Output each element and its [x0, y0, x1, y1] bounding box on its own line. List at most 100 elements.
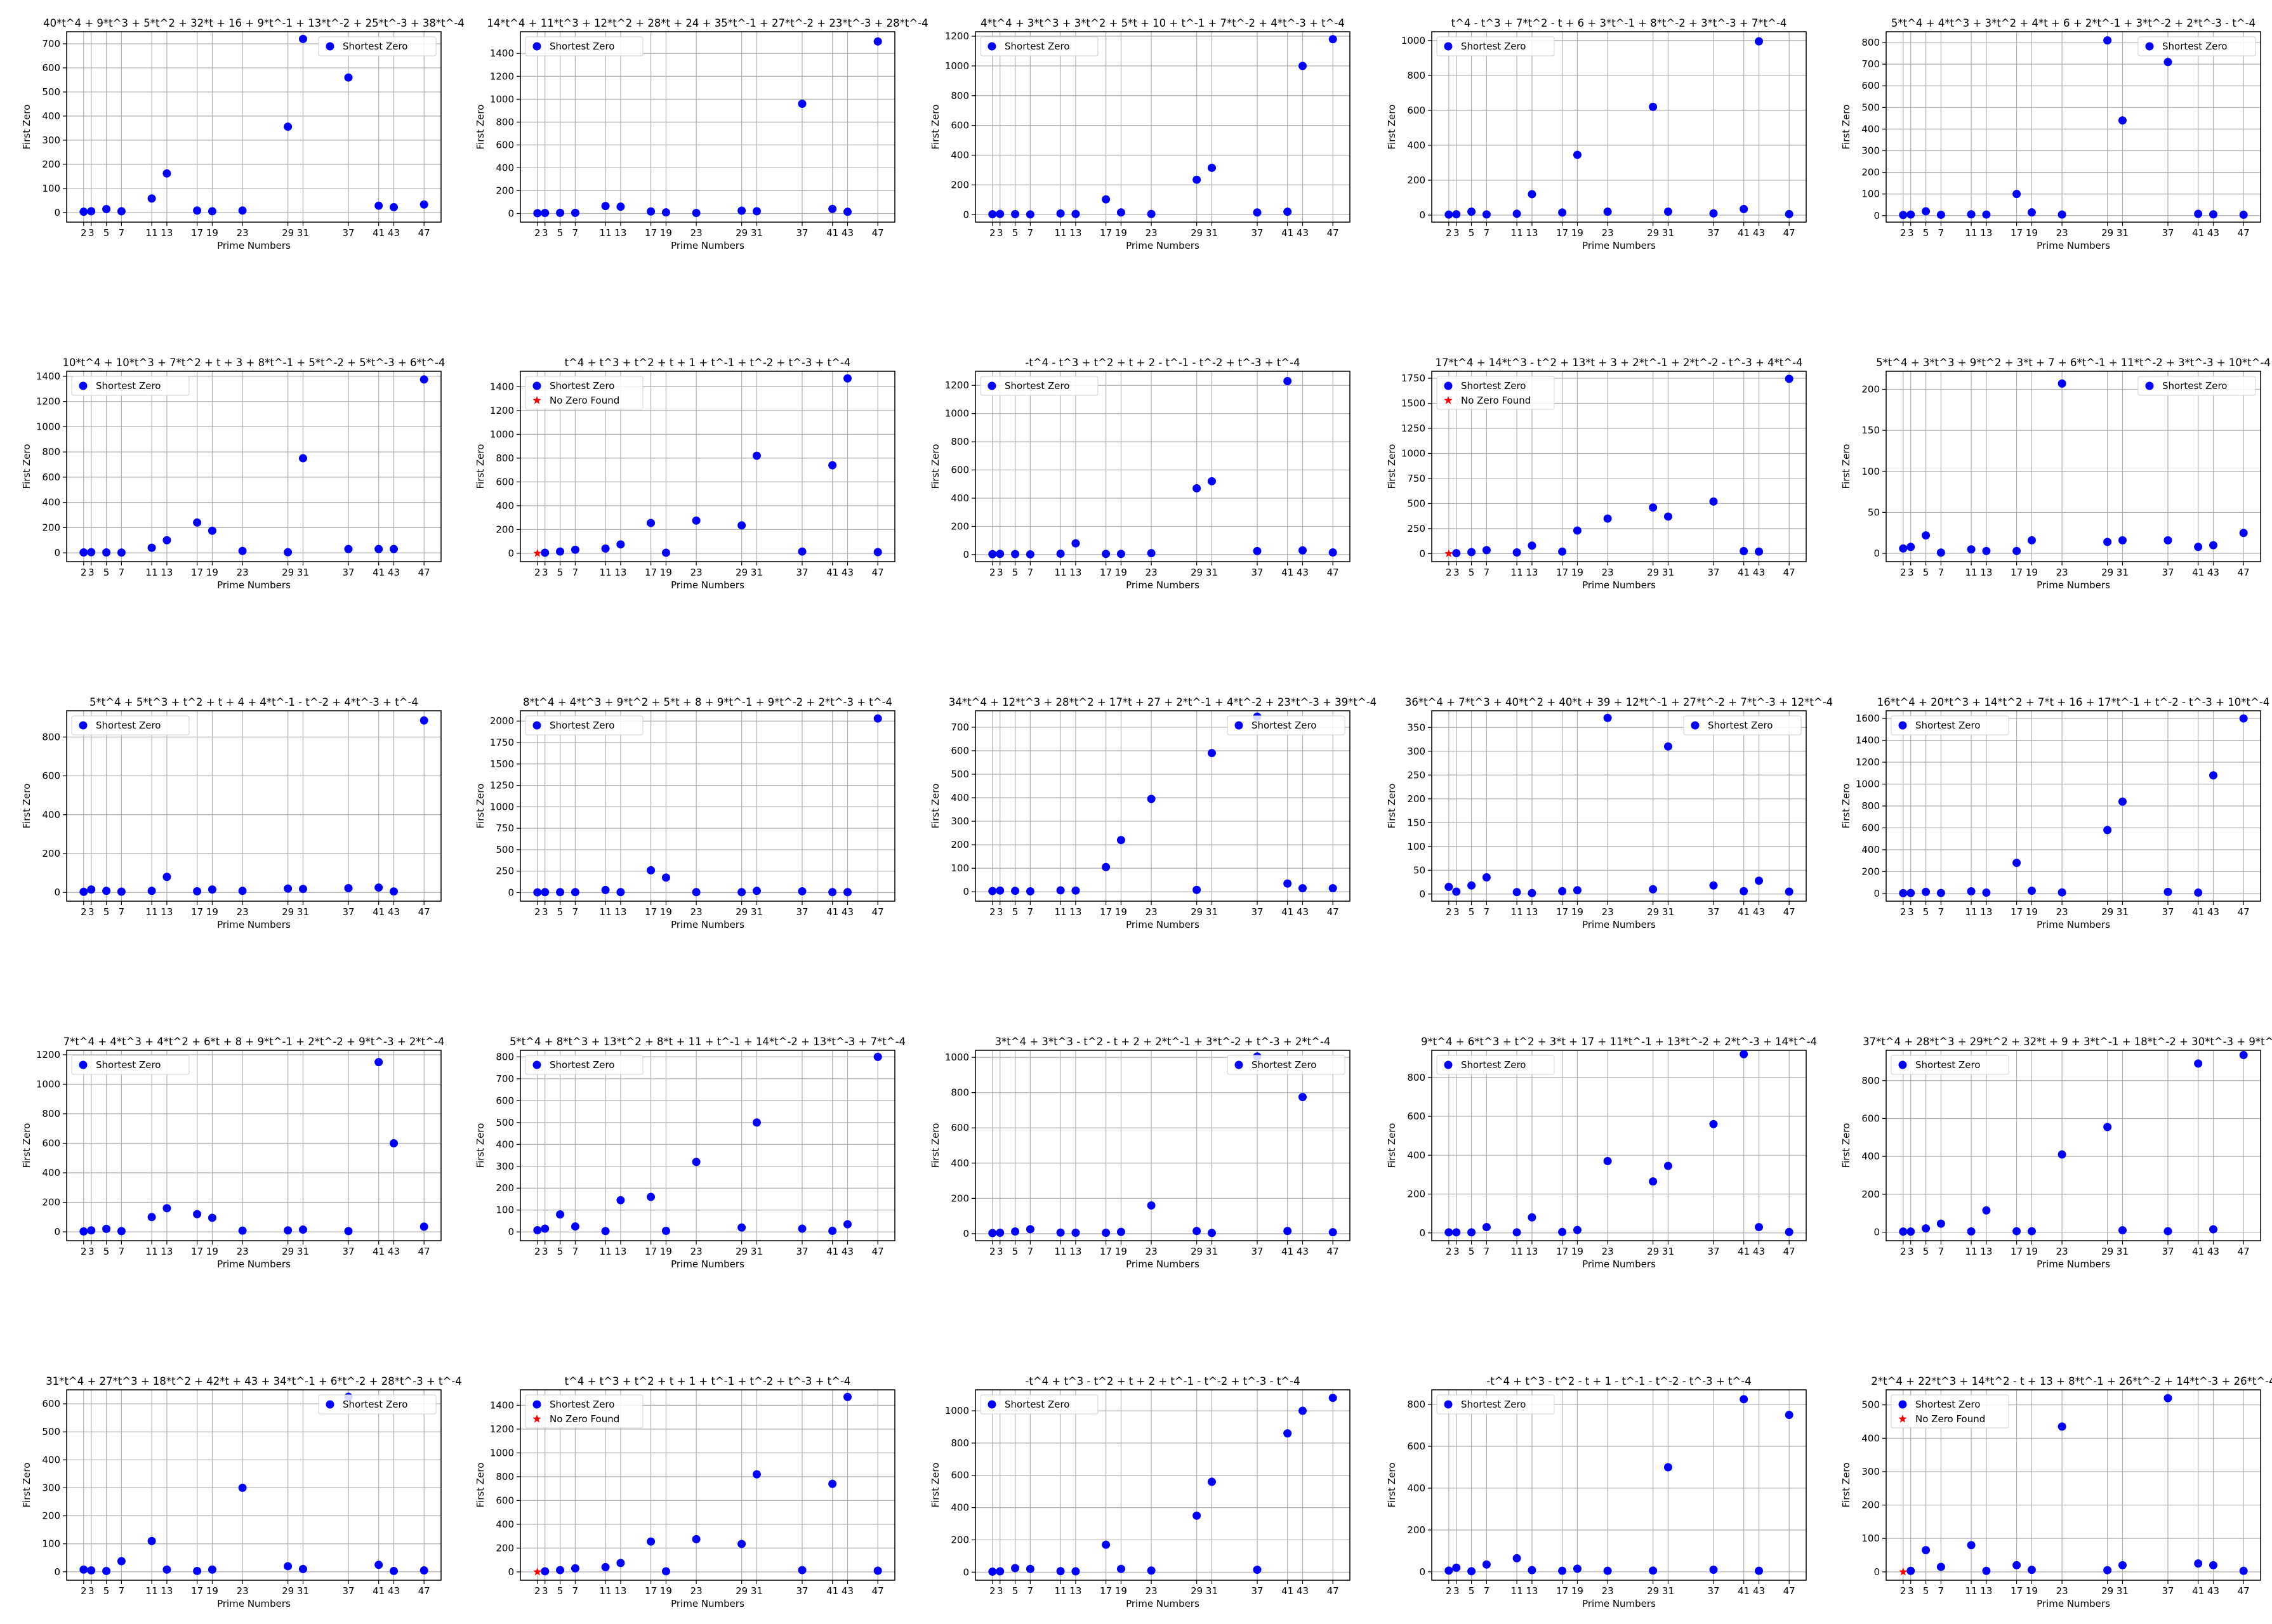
data-point [1558, 887, 1567, 895]
y-axis-label: First Zero [930, 784, 941, 829]
x-tick-label: 37 [342, 567, 354, 578]
data-point [616, 1196, 625, 1205]
data-point [298, 1564, 307, 1573]
data-point [344, 545, 353, 553]
y-tick-label: 0 [54, 887, 60, 898]
plot-frame [1886, 1050, 2261, 1241]
x-tick-label: 29 [1647, 227, 1659, 239]
x-tick-label: 29 [1647, 1585, 1659, 1597]
data-point [147, 194, 156, 203]
data-point [616, 888, 625, 897]
legend-label-found: Shortest Zero [1005, 1399, 1069, 1410]
data-point [2118, 797, 2127, 806]
data-point [298, 885, 307, 894]
y-tick-label: 200 [1407, 1524, 1425, 1536]
x-tick-label: 43 [1297, 906, 1309, 918]
data-point [2057, 379, 2066, 388]
x-tick-label: 19 [1571, 1246, 1583, 1257]
x-tick-label: 2 [989, 906, 996, 918]
x-tick-label: 19 [660, 906, 672, 918]
y-tick-label: 1000 [490, 93, 514, 105]
legend-marker-found [79, 721, 88, 730]
data-point [1444, 1566, 1453, 1575]
plot-frame [975, 371, 1351, 562]
data-point [79, 1227, 88, 1236]
x-tick-label: 2 [1900, 1246, 1906, 1257]
x-tick-label: 11 [1055, 227, 1067, 239]
y-tick-label: 300 [496, 1161, 514, 1172]
y-tick-label: 400 [951, 1158, 969, 1169]
x-tick-label: 2 [1900, 227, 1906, 239]
data-point [2163, 58, 2172, 67]
y-tick-label: 700 [1861, 58, 1880, 70]
data-point [298, 454, 307, 463]
y-tick-label: 0 [54, 1566, 60, 1578]
y-tick-label: 500 [1861, 1399, 1880, 1411]
y-tick-label: 0 [963, 1228, 969, 1239]
plot-frame [1431, 1389, 1807, 1581]
y-axis-label: First Zero [1386, 105, 1397, 150]
x-tick-label: 47 [1327, 1246, 1339, 1257]
data-point [647, 866, 656, 875]
x-tick-label: 7 [1484, 1585, 1490, 1597]
y-tick-label: 1400 [490, 48, 514, 59]
legend-marker-missing [532, 1415, 541, 1423]
data-point [661, 1567, 670, 1576]
x-axis-label: Prime Numbers [671, 919, 744, 930]
data-point [147, 1536, 156, 1545]
plot-frame [66, 371, 442, 562]
x-tick-label: 3 [1908, 567, 1914, 578]
data-point [79, 548, 88, 557]
y-axis-label: First Zero [930, 1463, 941, 1508]
y-tick-label: 1000 [945, 408, 969, 419]
x-tick-label: 11 [1965, 906, 1978, 918]
y-tick-label: 0 [54, 547, 60, 558]
legend-marker-found [1898, 721, 1907, 730]
data-point [1283, 879, 1292, 888]
legend-label-found: Shortest Zero [550, 41, 614, 52]
x-tick-label: 3 [1908, 1585, 1914, 1597]
y-tick-label: 800 [951, 1437, 969, 1449]
y-tick-label: 50 [1868, 506, 1880, 518]
plot-frame [975, 710, 1351, 902]
x-tick-label: 3 [997, 227, 1003, 239]
data-point [162, 1204, 171, 1213]
x-tick-label: 13 [1069, 906, 1081, 918]
legend-label-found: Shortest Zero [550, 1059, 614, 1071]
x-tick-label: 41 [1738, 1585, 1750, 1597]
y-tick-label: 600 [1407, 1441, 1425, 1452]
y-tick-label: 100 [1407, 841, 1425, 852]
y-tick-label: 0 [1419, 209, 1425, 221]
data-point [2163, 536, 2172, 545]
x-tick-label: 31 [2117, 567, 2129, 578]
x-tick-label: 29 [736, 227, 748, 239]
x-tick-label: 23 [1602, 1585, 1614, 1597]
data-point [752, 451, 761, 460]
x-tick-label: 41 [1281, 1246, 1293, 1257]
x-tick-label: 31 [1206, 906, 1218, 918]
legend-label-found: Shortest Zero [550, 1399, 614, 1410]
x-tick-label: 11 [600, 567, 612, 578]
y-axis-label: First Zero [1386, 784, 1397, 829]
data-point [1922, 531, 1931, 540]
data-point [2118, 116, 2127, 125]
data-point [873, 1566, 882, 1575]
y-tick-label: 300 [951, 815, 969, 827]
x-tick-label: 13 [1980, 1585, 1992, 1597]
x-tick-label: 13 [1069, 567, 1081, 578]
data-point [571, 545, 579, 554]
plot-frame [520, 31, 895, 223]
x-tick-label: 7 [1484, 906, 1490, 918]
x-axis-label: Prime Numbers [1582, 1598, 1656, 1609]
plot-frame [1886, 31, 2261, 223]
y-tick-label: 100 [1861, 466, 1880, 477]
x-tick-label: 31 [2117, 1246, 2129, 1257]
y-axis-label: First Zero [1386, 1123, 1397, 1168]
plot-frame [66, 31, 442, 223]
x-tick-label: 41 [2192, 1585, 2204, 1597]
data-point [344, 883, 353, 892]
x-tick-label: 7 [119, 906, 125, 918]
y-tick-label: 1000 [1401, 447, 1425, 459]
x-tick-label: 29 [736, 567, 748, 578]
legend-marker-found [2145, 42, 2154, 51]
